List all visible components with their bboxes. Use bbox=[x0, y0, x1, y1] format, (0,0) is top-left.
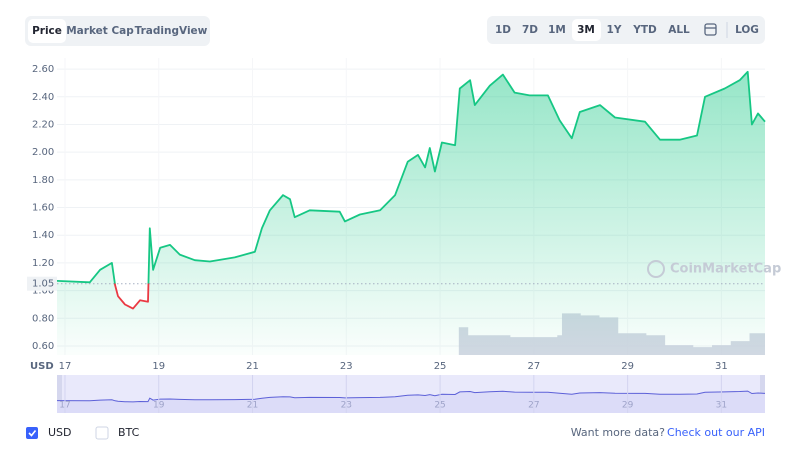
navigator-tick-label: 19 bbox=[153, 401, 165, 411]
range-group bbox=[487, 16, 765, 44]
navigator-line bbox=[56, 390, 766, 403]
navigator-tick-label: 17 bbox=[59, 401, 70, 411]
x-tick-label: 21 bbox=[246, 361, 259, 372]
navigator-tick-label: 21 bbox=[247, 401, 258, 411]
x-tick-label: 31 bbox=[715, 361, 728, 372]
x-tick-label: 17 bbox=[59, 361, 72, 372]
baseline-label: 1.05 bbox=[32, 279, 54, 290]
watermark-logo bbox=[647, 260, 665, 278]
checkbox-checked[interactable] bbox=[26, 427, 38, 439]
navigator-area bbox=[57, 391, 765, 413]
x-tick-label: 23 bbox=[340, 361, 353, 372]
y-tick-label: 0.60 bbox=[32, 341, 54, 352]
baseline-label-box bbox=[27, 276, 57, 291]
y-tick-label: 1.40 bbox=[32, 230, 54, 241]
active-tab bbox=[28, 19, 66, 43]
navigator-handle[interactable] bbox=[57, 375, 62, 413]
navigator-tick-label: 27 bbox=[528, 401, 539, 411]
legend-label: BTC bbox=[118, 426, 140, 439]
x-tick-label: 27 bbox=[527, 361, 540, 372]
y-tick-label: 1.60 bbox=[32, 203, 54, 214]
range-button[interactable]: ALL bbox=[668, 24, 690, 36]
active-range bbox=[572, 19, 601, 41]
tab-group bbox=[25, 16, 210, 46]
checkbox[interactable] bbox=[95, 426, 109, 440]
footer-link[interactable]: Check out our API bbox=[667, 426, 765, 439]
tab[interactable]: Price bbox=[32, 25, 62, 37]
navigator-tick-label: 29 bbox=[622, 401, 634, 411]
tab[interactable]: TradingView bbox=[135, 25, 208, 37]
navigator-tick-label: 25 bbox=[434, 401, 445, 411]
price-line bbox=[56, 70, 766, 310]
y-tick-label: 1.00 bbox=[32, 286, 54, 297]
range-button[interactable]: 7D bbox=[522, 24, 538, 36]
navigator-tick-label: 23 bbox=[341, 401, 352, 411]
tab[interactable]: Market Cap bbox=[66, 25, 134, 37]
range-button[interactable]: YTD bbox=[632, 24, 657, 36]
checkmark bbox=[28, 430, 37, 437]
price-area bbox=[57, 71, 765, 356]
y-tick-label: 1.80 bbox=[32, 175, 54, 186]
range-button[interactable]: 1M bbox=[548, 24, 566, 36]
navigator-tick-label: 31 bbox=[716, 401, 727, 411]
x-tick-label: 29 bbox=[621, 361, 634, 372]
y-tick-label: 2.00 bbox=[32, 147, 54, 158]
legend-label: USD bbox=[48, 426, 72, 439]
y-axis-label: USD bbox=[30, 361, 54, 372]
x-tick-label: 19 bbox=[152, 361, 165, 372]
y-tick-label: 2.60 bbox=[32, 64, 54, 75]
range-button[interactable]: 3M bbox=[577, 24, 595, 36]
y-tick-label: 1.20 bbox=[32, 258, 54, 269]
log-button[interactable]: LOG bbox=[735, 24, 759, 36]
y-tick-label: 0.80 bbox=[32, 313, 54, 324]
footer-text: Want more data? bbox=[571, 426, 665, 439]
y-tick-label: 2.40 bbox=[32, 92, 54, 103]
y-tick-label: 2.20 bbox=[32, 119, 54, 130]
watermark: CoinMarketCap bbox=[670, 262, 781, 277]
range-button[interactable]: 1Y bbox=[607, 24, 622, 36]
x-tick-label: 25 bbox=[434, 361, 447, 372]
calendar-icon[interactable] bbox=[704, 23, 717, 36]
range-button[interactable]: 1D bbox=[495, 24, 511, 36]
